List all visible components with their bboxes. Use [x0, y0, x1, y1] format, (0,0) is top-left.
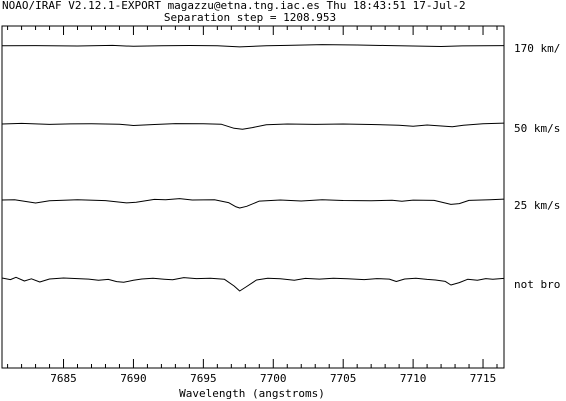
plot-header-line2: Separation step = 1208.953	[163, 11, 337, 24]
x-tick-label: 7705	[330, 372, 357, 385]
spectrum-line	[1, 44, 505, 48]
plot-header-line1: NOAO/IRAF V2.12.1-EXPORT magazzu@etna.tn…	[2, 0, 466, 12]
series-label: not bro	[514, 278, 560, 291]
x-axis-label: Wavelength (angstroms)	[179, 387, 325, 400]
spectrum-line	[1, 276, 505, 292]
x-tick-label: 7710	[400, 372, 427, 385]
x-tick-label: 7700	[260, 372, 287, 385]
plot-border	[1, 25, 505, 369]
series-label: 50 km/s	[514, 122, 560, 135]
x-axis-ticks: 7685 7690 7695 7700 7705 7710 7715	[7, 26, 498, 385]
spectra-series: 170 km/50 km/s 25 km/s not bro	[1, 42, 560, 292]
spectrum-line	[1, 198, 505, 209]
plot-frame	[1, 25, 505, 369]
x-tick-label: 7715	[470, 372, 497, 385]
series-label: 25 km/s	[514, 199, 560, 212]
x-tick-label: 7685	[50, 372, 77, 385]
series-label: 170 km/	[514, 42, 560, 55]
spectrum-line	[1, 122, 505, 130]
x-tick-label: 7695	[190, 372, 217, 385]
x-tick-label: 7690	[120, 372, 147, 385]
